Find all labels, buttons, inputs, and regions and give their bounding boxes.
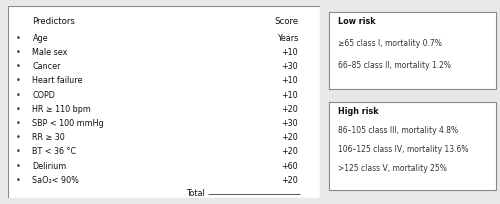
Text: SaO₂< 90%: SaO₂< 90%: [32, 176, 80, 185]
Text: •: •: [16, 48, 20, 57]
Text: HR ≥ 110 bpm: HR ≥ 110 bpm: [32, 105, 92, 114]
Text: +30: +30: [282, 119, 298, 128]
Text: +20: +20: [282, 147, 298, 156]
Text: •: •: [16, 176, 20, 185]
Text: •: •: [16, 133, 20, 142]
Text: •: •: [16, 34, 20, 43]
Text: 66–85 class II, mortality 1.2%: 66–85 class II, mortality 1.2%: [338, 61, 450, 70]
Text: 106–125 class IV, mortality 13.6%: 106–125 class IV, mortality 13.6%: [338, 145, 468, 154]
Text: Heart failure: Heart failure: [32, 76, 83, 85]
Text: Total: Total: [186, 189, 204, 198]
Text: +30: +30: [282, 62, 298, 71]
FancyBboxPatch shape: [8, 6, 320, 198]
Text: +10: +10: [282, 76, 298, 85]
Text: +60: +60: [282, 162, 298, 171]
Text: 86–105 class III, mortality 4.8%: 86–105 class III, mortality 4.8%: [338, 126, 458, 135]
Text: Male sex: Male sex: [32, 48, 68, 57]
Text: +20: +20: [282, 176, 298, 185]
Text: Delirium: Delirium: [32, 162, 67, 171]
Text: •: •: [16, 76, 20, 85]
FancyBboxPatch shape: [329, 12, 496, 89]
Text: •: •: [16, 62, 20, 71]
Text: •: •: [16, 91, 20, 100]
Text: Years: Years: [277, 34, 298, 43]
Text: Cancer: Cancer: [32, 62, 61, 71]
Text: Low risk: Low risk: [338, 17, 376, 26]
Text: >125 class V, mortality 25%: >125 class V, mortality 25%: [338, 164, 446, 173]
Text: SBP < 100 mmHg: SBP < 100 mmHg: [32, 119, 104, 128]
Text: +10: +10: [282, 91, 298, 100]
Text: Predictors: Predictors: [32, 17, 76, 26]
Text: •: •: [16, 162, 20, 171]
Text: Age: Age: [32, 34, 48, 43]
FancyBboxPatch shape: [329, 102, 496, 190]
Text: •: •: [16, 105, 20, 114]
Text: High risk: High risk: [338, 107, 378, 116]
Text: Score: Score: [274, 17, 298, 26]
Text: ≥65 class I, mortality 0.7%: ≥65 class I, mortality 0.7%: [338, 39, 442, 48]
Text: COPD: COPD: [32, 91, 56, 100]
Text: +20: +20: [282, 105, 298, 114]
Text: +10: +10: [282, 48, 298, 57]
Text: BT < 36 °C: BT < 36 °C: [32, 147, 76, 156]
Text: +20: +20: [282, 133, 298, 142]
Text: •: •: [16, 147, 20, 156]
Text: RR ≥ 30: RR ≥ 30: [32, 133, 65, 142]
Text: •: •: [16, 119, 20, 128]
